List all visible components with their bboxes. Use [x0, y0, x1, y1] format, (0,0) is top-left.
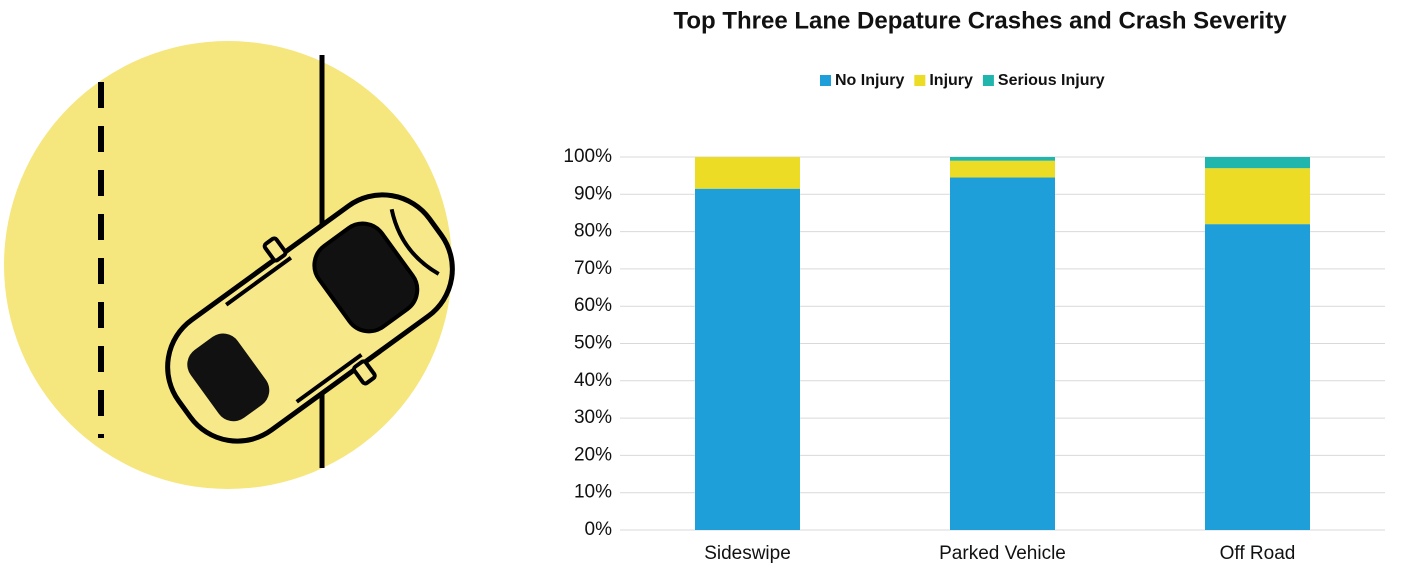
- illustration: [4, 41, 455, 489]
- chart-title: Top Three Lane Depature Crashes and Cras…: [673, 7, 1287, 34]
- y-tick-label: 20%: [574, 444, 612, 465]
- legend-label: Injury: [929, 72, 973, 89]
- x-tick-label: Sideswipe: [704, 543, 791, 564]
- y-tick-label: 40%: [574, 370, 612, 391]
- rear-window: [187, 333, 270, 422]
- bar-segment: [1205, 157, 1310, 169]
- legend-swatch: [982, 75, 994, 86]
- bar-segment: [950, 160, 1055, 178]
- bar-segment: [950, 177, 1055, 530]
- bar-segment: [695, 188, 800, 530]
- door-line: [225, 256, 293, 307]
- windshield: [312, 221, 420, 334]
- y-tick-label: 100%: [563, 146, 612, 167]
- y-tick-label: 30%: [574, 407, 612, 428]
- bar-segment: [1205, 224, 1310, 530]
- y-tick-label: 90%: [574, 183, 612, 204]
- bar-segment: [950, 157, 1055, 161]
- y-tick-label: 80%: [574, 221, 612, 242]
- chart: Top Three Lane Depature Crashes and Cras…: [563, 7, 1385, 564]
- legend-swatch: [914, 75, 926, 86]
- x-tick-label: Off Road: [1220, 543, 1296, 564]
- mirror: [352, 359, 377, 386]
- bar-segment: [695, 157, 800, 189]
- car-hood: [389, 208, 440, 276]
- bar-segment: [1205, 168, 1310, 225]
- y-tick-label: 60%: [574, 295, 612, 316]
- legend-label: Serious Injury: [998, 72, 1105, 89]
- legend-label: No Injury: [835, 72, 904, 89]
- y-tick-label: 50%: [574, 333, 612, 354]
- legend-swatch: [820, 75, 831, 86]
- x-tick-label: Parked Vehicle: [939, 543, 1066, 564]
- y-tick-label: 0%: [585, 519, 613, 540]
- car: [165, 192, 455, 444]
- y-tick-label: 10%: [574, 482, 612, 503]
- mirror: [262, 236, 288, 263]
- y-tick-label: 70%: [574, 258, 612, 279]
- door-line: [295, 353, 363, 404]
